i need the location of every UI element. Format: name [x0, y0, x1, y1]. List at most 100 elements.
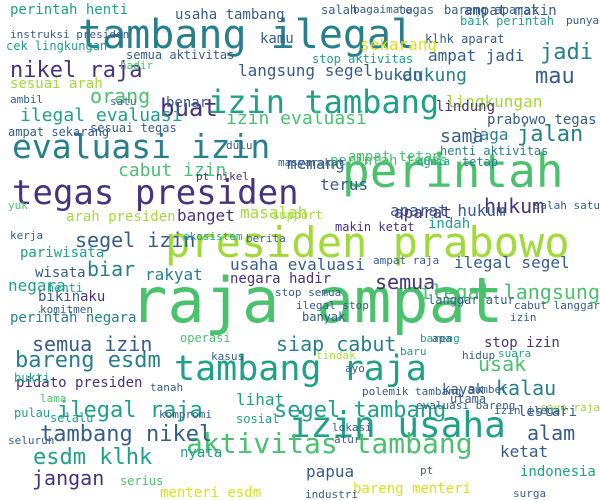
word-salah-satu: salah satu — [533, 199, 600, 212]
word-izin: izin — [510, 311, 537, 324]
word-surga: surga — [513, 487, 547, 500]
word-dukung: dukung — [402, 65, 468, 86]
word-tindak: tindak — [316, 349, 356, 362]
word-lokasi: lokasi — [332, 421, 372, 434]
word-bikin: bikin — [38, 289, 81, 305]
word-serius: serius — [120, 474, 164, 488]
word-usak: usak — [478, 352, 527, 376]
word-lihat: lihat — [236, 390, 285, 409]
word-utama: utama — [450, 392, 487, 406]
word-negara: negara — [8, 276, 66, 295]
word-perintah-negara: perintah negara — [10, 310, 137, 326]
word-perintah-henti: perintah henti — [10, 2, 129, 18]
word-semua-aktivitas: semua aktivitas — [126, 48, 235, 62]
word-suara: suara — [498, 347, 532, 360]
word-ilegal-langsung: ilegal langsung — [419, 280, 600, 304]
word-tanah: tanah — [150, 381, 184, 394]
word-jalan: jalan — [517, 122, 584, 147]
word-satu: satu — [110, 95, 137, 108]
word-polemik-tambang: polemik tambang — [362, 385, 462, 398]
word-arah-presiden: arah presiden — [66, 209, 176, 225]
word-sekarang: sekarang — [360, 35, 438, 54]
word-stop-semua: stop semua — [275, 286, 342, 299]
word-jadi: jadi — [540, 40, 593, 65]
word-tegas-presiden: tegas presiden — [12, 173, 299, 213]
word-support: support — [272, 208, 323, 222]
word-dulu: dulu — [226, 139, 253, 152]
word-atur: atur — [334, 433, 361, 446]
word-langgar-atur: langgar atur — [428, 293, 515, 307]
word-ketat: ketat — [500, 442, 549, 461]
word-kayak: kayak — [442, 382, 485, 398]
word-ilegal-segel: ilegal segel — [454, 253, 570, 272]
word-sesuai-tegas: sesuai tegas — [90, 121, 177, 135]
word-aku: aku — [80, 289, 106, 305]
word-jangan: jangan — [32, 466, 105, 490]
word-pariwisata: pariwisata — [20, 245, 105, 261]
word-kompromi: kompromi — [159, 408, 212, 421]
word-alam: alam — [527, 421, 576, 445]
word-menteri-esdm: menteri esdm — [160, 485, 262, 500]
word-baru: baru — [400, 345, 427, 358]
word-nyata: nyata — [180, 445, 223, 461]
word-prabowo-tegas: prabowo tegas — [487, 112, 597, 128]
word-langsung-segel: langsung segel — [238, 61, 373, 80]
word-indah: indah — [428, 216, 471, 232]
word-stop-izin: stop izin — [484, 335, 560, 351]
word-esdm-klhk: esdm klhk — [33, 445, 153, 470]
word-kalau: kalau — [496, 376, 557, 400]
word-makin-ketat: makin ketat — [335, 220, 415, 234]
word-komitmen: komitmen — [40, 303, 93, 316]
word-ilegal-stop: ilegal stop — [296, 299, 369, 312]
word-save-raja: save raja — [540, 401, 600, 414]
word-buat: buat — [160, 94, 218, 122]
word-evaluasi-izin: evaluasi izin — [12, 127, 271, 166]
word-operasi: operasi — [180, 331, 231, 345]
word-tegas: tegas — [398, 3, 435, 17]
word-kasus: kasus — [211, 350, 245, 363]
word-cabut-langgar: cabut langgar — [513, 299, 600, 312]
word-kerja: kerja — [10, 229, 44, 242]
word-orang: orang — [90, 84, 151, 108]
word-seluruh: seluruh — [8, 434, 55, 447]
word-izin-usaha: izin usaha — [289, 405, 506, 446]
word-tambang-nikel: tambang nikel — [40, 422, 213, 447]
word-ambil: ambil — [10, 93, 44, 106]
word-izin-ilegal: izin ilegal — [494, 404, 567, 417]
word-siap-cabut: siap cabut — [276, 332, 397, 356]
word-industri: industri — [305, 488, 358, 500]
word-perintah-tegas: perintah tegas — [330, 153, 449, 169]
word-bagaimana: bagaimana — [353, 3, 413, 16]
word-ilegal-raja: ilegal raja — [57, 398, 203, 423]
word-punya: punya — [566, 14, 600, 27]
word-salah: salah — [321, 3, 358, 17]
word-yuk: yuk — [8, 199, 28, 212]
word-segel-izin: segel izin — [75, 228, 196, 252]
word-lindung: lindung — [436, 99, 496, 115]
word-lingkungan: lingkungan — [446, 92, 543, 111]
word-ekosistem: ekosistem — [183, 230, 243, 243]
word-hukum: hukum — [484, 194, 545, 218]
word-terus: terus — [320, 175, 369, 194]
word-aparat-hukum: aparat hukum — [390, 201, 506, 220]
word-stop-aktivitas: stop aktivitas — [312, 52, 414, 66]
word-usaha-evaluasi: usaha evaluasi — [230, 255, 365, 274]
word-nikel-raja: nikel raja — [10, 58, 143, 83]
word-rakyat: rakyat — [145, 265, 203, 284]
word-izin-evaluasi: izin evaluasi — [226, 108, 367, 129]
word-masyarakat: masyarakat — [278, 156, 345, 169]
word-selalu: selalu — [50, 411, 94, 425]
word-ampat-jadi: ampat jadi — [428, 46, 525, 65]
word-lestari: lestari — [518, 404, 578, 420]
word-papua: papua — [306, 462, 355, 481]
word-dunia: dunia — [417, 155, 451, 168]
word-henti: henti — [47, 281, 84, 295]
word-benar: benar — [166, 95, 209, 111]
word-banget: banget — [177, 206, 235, 225]
word-aparat: aparat — [394, 203, 452, 222]
word-aktivitas-tambang: aktivitas tambang — [186, 427, 473, 460]
word-sosial: sosial — [236, 412, 280, 426]
word-sesuai-arah: sesuai arah — [10, 76, 103, 92]
word-tetap: tetap — [462, 155, 499, 169]
